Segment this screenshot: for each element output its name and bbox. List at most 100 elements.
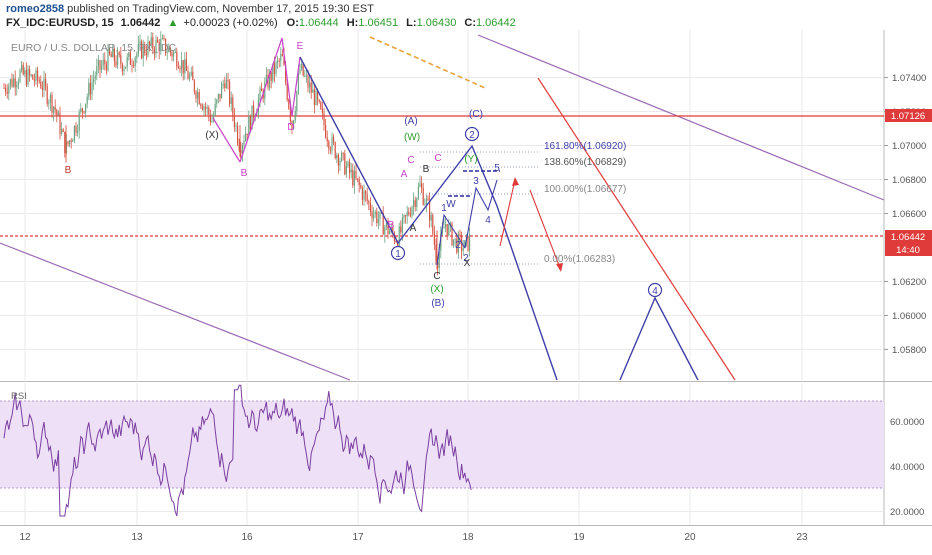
- wave-label: A: [410, 223, 417, 234]
- candle-body: [371, 211, 373, 219]
- candle-body: [237, 125, 239, 143]
- candle-body: [110, 54, 112, 58]
- candle-body: [112, 49, 114, 58]
- circled-label: 2: [469, 130, 475, 141]
- circle-wave-1: [390, 245, 406, 261]
- candle-body: [198, 92, 200, 105]
- candle-body: [289, 108, 291, 122]
- candle-body: [29, 69, 31, 76]
- candle-body: [62, 129, 64, 132]
- candle-body: [157, 39, 159, 43]
- candle-body: [203, 106, 205, 110]
- wave-label: C: [407, 155, 414, 166]
- candle-body: [214, 103, 216, 115]
- price-tick-label: 1.07400: [892, 73, 926, 84]
- candle-body: [54, 106, 56, 110]
- last-price-badge: [885, 230, 932, 243]
- candle-body: [326, 137, 328, 142]
- wave-label: 1: [441, 203, 447, 214]
- candle-body: [382, 212, 384, 235]
- countdown-badge: [885, 243, 932, 256]
- candle-body: [456, 238, 458, 253]
- candle-body: [438, 250, 440, 268]
- candle-body: [221, 84, 223, 99]
- candle-body: [427, 198, 429, 201]
- price-tick-label: 1.06000: [892, 311, 926, 322]
- wave-label: D: [287, 122, 294, 133]
- wave-label: 3: [473, 176, 479, 187]
- candle-body: [40, 81, 42, 88]
- candle-body: [406, 211, 408, 217]
- wave-label: (W): [404, 132, 420, 143]
- publisher-link[interactable]: romeo2858: [6, 3, 64, 15]
- candle-body: [128, 52, 130, 58]
- rsi-tick-label: 40.0000: [890, 462, 924, 473]
- candle-body: [38, 80, 40, 82]
- candle-body: [405, 215, 407, 217]
- candle-body: [241, 144, 243, 154]
- candle-body: [283, 56, 285, 65]
- candle-body: [419, 183, 421, 187]
- open-label: O:: [287, 17, 299, 29]
- red-down-arrow: [529, 189, 561, 269]
- candle-body: [160, 39, 162, 52]
- candle-body: [134, 57, 136, 66]
- rsi-title: RSI: [11, 391, 27, 402]
- candle-body: [296, 91, 298, 111]
- candle-body: [408, 211, 410, 215]
- candle-body: [424, 204, 426, 206]
- wave-label: (A): [404, 116, 417, 127]
- candle-body: [86, 96, 88, 104]
- candle-body: [358, 179, 360, 186]
- candle-body: [43, 78, 45, 91]
- resistance-badge: [885, 109, 932, 122]
- candle-body: [11, 79, 13, 87]
- candle-body: [422, 188, 424, 205]
- header-line-1: romeo2858 published on TradingView.com, …: [6, 3, 374, 15]
- candle-body: [464, 240, 466, 249]
- grid: [0, 30, 884, 525]
- wave-label: E: [297, 41, 304, 52]
- candle-body: [46, 86, 48, 104]
- candle-body: [353, 170, 355, 186]
- candle-body: [280, 54, 282, 61]
- wave-label: 2: [455, 240, 461, 251]
- candle-body: [189, 75, 191, 80]
- candle-body: [333, 137, 335, 143]
- candle-body: [61, 129, 63, 134]
- candle-body: [435, 244, 437, 262]
- candle-body: [56, 109, 58, 116]
- candle-body: [301, 63, 303, 70]
- candle-body: [53, 106, 55, 113]
- low-label: L:: [406, 17, 416, 29]
- date-tick-label: 12: [19, 532, 31, 543]
- price-tick-label: 1.05800: [892, 345, 926, 356]
- candle-body: [349, 161, 351, 173]
- wave-label: (Y): [464, 154, 477, 165]
- candle-body: [454, 238, 456, 240]
- candle-body: [94, 75, 96, 79]
- candle-body: [430, 215, 432, 221]
- candle-body: [401, 217, 403, 233]
- candle-body: [161, 37, 163, 40]
- candle-body: [64, 131, 66, 154]
- last-price-badge-label: 1.06442: [891, 232, 925, 243]
- candle-body: [265, 74, 267, 83]
- candle-body: [174, 51, 176, 53]
- close-label: C:: [464, 17, 476, 29]
- candle-body: [107, 49, 109, 71]
- candle-body: [184, 59, 186, 74]
- wave-label: B: [65, 165, 72, 176]
- date-tick-label: 13: [131, 532, 143, 543]
- candle-body: [453, 239, 455, 246]
- fib-labels: 161.80%(1.06920) 138.60%(1.06829) 100.00…: [544, 141, 626, 265]
- candle-body: [323, 112, 325, 126]
- chart-title: EURO / U.S. DOLLAR, 15, FX_IDC: [11, 42, 177, 54]
- orange-dashed-line: [369, 36, 486, 89]
- candle-body: [269, 72, 271, 88]
- candle-body: [363, 191, 365, 200]
- primary-wave-line: [299, 56, 558, 381]
- candle-body: [441, 228, 443, 234]
- date-tick-label: 19: [573, 532, 585, 543]
- candle-body: [291, 121, 293, 129]
